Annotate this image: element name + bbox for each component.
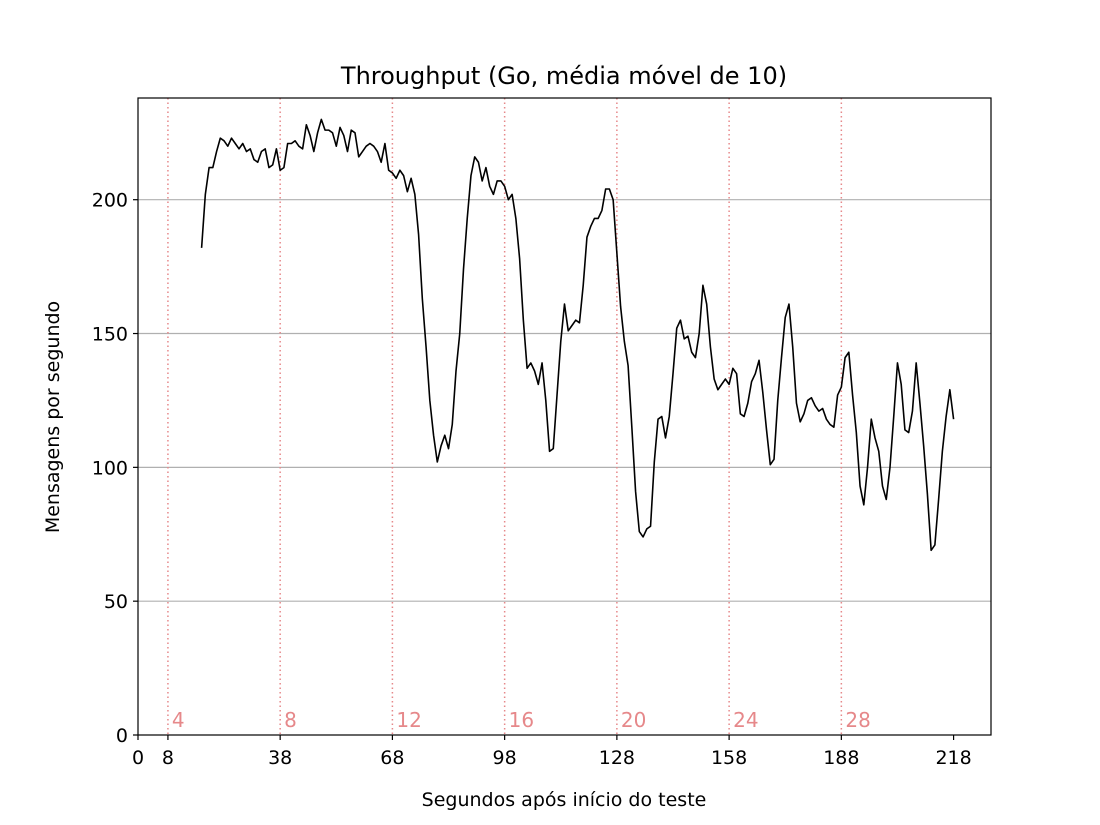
x-tick-label: 128	[599, 747, 635, 769]
x-tick-label: 188	[823, 747, 859, 769]
chart-title: Throughput (Go, média móvel de 10)	[340, 62, 787, 90]
x-tick-label: 68	[380, 747, 404, 769]
x-tick-label: 0	[132, 747, 144, 769]
x-tick-label: 158	[711, 747, 747, 769]
y-tick-label: 150	[92, 324, 128, 346]
plot-frame	[137, 97, 992, 736]
x-axis-label: Segundos após início do teste	[422, 789, 707, 811]
y-tick-label: 0	[116, 725, 128, 747]
series-lines	[200, 118, 955, 552]
marker-label: 24	[733, 708, 758, 732]
grid-lines	[138, 199, 991, 602]
y-tick-label: 100	[92, 457, 128, 479]
y-axis-label: Mensagens por segundo	[42, 301, 64, 533]
y-tick-label: 200	[92, 190, 128, 212]
marker-lines: 4 8 12 16 20 24 28	[167, 98, 871, 735]
x-tick-label: 8	[162, 747, 174, 769]
marker-label: 12	[396, 708, 421, 732]
marker-label: 4	[172, 708, 185, 732]
marker-label: 20	[621, 708, 646, 732]
x-tick-label: 218	[935, 747, 971, 769]
y-tick-label: 50	[104, 591, 128, 613]
marker-label: 28	[845, 708, 870, 732]
marker-label: 8	[284, 708, 297, 732]
x-tick-label: 38	[268, 747, 292, 769]
x-tick-label: 98	[493, 747, 517, 769]
marker-label: 16	[509, 708, 534, 732]
series-line	[200, 118, 955, 552]
